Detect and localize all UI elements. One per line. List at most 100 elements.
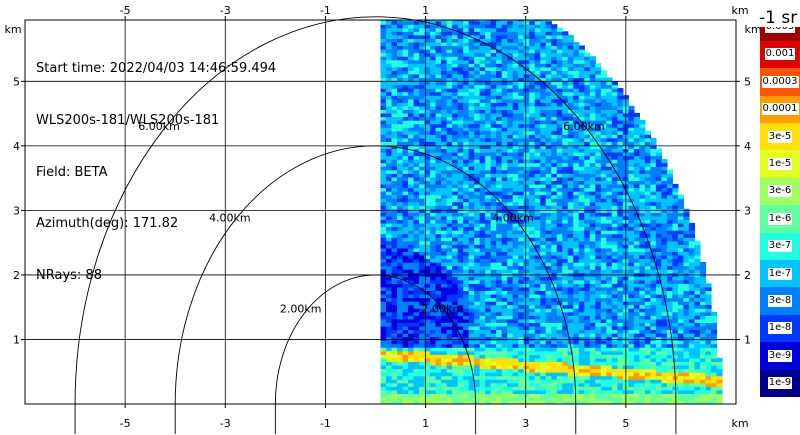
data-cell (452, 116, 459, 121)
data-cell (446, 166, 453, 171)
data-cell (380, 173, 387, 178)
data-cell (468, 212, 475, 217)
data-cell (666, 350, 674, 355)
data-cell (556, 265, 563, 270)
data-cell (694, 315, 701, 320)
data-cell (617, 393, 624, 398)
data-cell (446, 269, 453, 274)
data-cell (419, 91, 426, 96)
data-cell (573, 240, 580, 245)
data-cell (430, 329, 437, 334)
data-cell (694, 393, 701, 398)
data-cell (391, 333, 398, 338)
data-cell (551, 130, 558, 135)
data-cell (650, 247, 657, 252)
data-cell (567, 208, 574, 213)
data-cell (386, 127, 393, 132)
data-cell (397, 251, 404, 256)
data-cell (677, 340, 685, 345)
data-cell (501, 198, 508, 203)
data-cell (567, 293, 574, 299)
data-cell (611, 308, 618, 313)
data-cell (611, 286, 618, 292)
data-cell (397, 301, 404, 306)
data-cell (672, 318, 679, 323)
data-cell (507, 389, 514, 394)
data-cell (540, 379, 547, 384)
data-cell (551, 148, 558, 153)
data-cell (446, 134, 453, 139)
data-cell (683, 244, 690, 249)
data-cell (386, 308, 393, 313)
data-cell (628, 254, 635, 260)
data-cell (633, 134, 640, 139)
data-cell (595, 244, 602, 249)
data-cell (628, 322, 635, 327)
data-cell (485, 364, 492, 370)
data-cell (545, 226, 552, 231)
data-cell (501, 322, 508, 327)
data-cell (485, 304, 492, 309)
data-cell (490, 88, 497, 93)
data-cell (672, 325, 679, 331)
data-cell (540, 116, 547, 121)
data-cell (573, 258, 580, 263)
data-cell (408, 244, 415, 249)
data-cell (529, 372, 536, 377)
data-cell (523, 187, 530, 192)
data-cell (485, 180, 492, 185)
data-cell (584, 361, 591, 366)
data-cell (534, 176, 541, 181)
data-cell (490, 144, 497, 150)
data-cell (699, 379, 707, 384)
data-cell (402, 144, 409, 150)
data-cell (655, 215, 662, 221)
data-cell (534, 258, 541, 263)
data-cell (540, 102, 547, 107)
data-cell (600, 265, 607, 270)
data-cell (540, 88, 547, 93)
data-cell (628, 311, 635, 316)
data-cell (567, 276, 574, 281)
data-cell (540, 155, 547, 160)
data-cell (441, 336, 448, 341)
data-cell (386, 230, 393, 235)
data-cell (578, 340, 585, 345)
data-cell (463, 237, 470, 242)
data-cell (441, 301, 448, 306)
data-cell (463, 233, 470, 238)
data-cell (688, 254, 696, 260)
data-cell (567, 382, 574, 387)
data-cell (556, 120, 563, 125)
data-cell (529, 247, 536, 252)
data-cell (562, 290, 569, 295)
data-cell (562, 400, 569, 404)
data-cell (688, 333, 696, 338)
data-cell (391, 98, 398, 103)
data-cell (551, 276, 558, 281)
data-cell (600, 372, 607, 377)
data-cell (512, 155, 519, 160)
data-cell (402, 215, 409, 221)
data-cell (650, 293, 657, 299)
data-cell (639, 308, 646, 313)
data-cell (633, 393, 640, 398)
data-cell (413, 151, 420, 157)
data-cell (633, 130, 640, 135)
data-cell (688, 318, 696, 323)
data-cell (474, 325, 481, 331)
data-cell (490, 336, 497, 341)
data-cell (639, 322, 646, 327)
data-cell (446, 347, 453, 352)
data-cell (490, 247, 497, 252)
data-cell (435, 237, 442, 242)
data-cell (545, 230, 552, 235)
data-cell (666, 329, 674, 334)
data-cell (562, 155, 569, 160)
data-cell (710, 315, 718, 320)
data-cell (485, 386, 492, 391)
data-cell (628, 137, 635, 142)
data-cell (424, 137, 431, 142)
data-cell (606, 155, 613, 160)
data-cell (386, 105, 393, 110)
